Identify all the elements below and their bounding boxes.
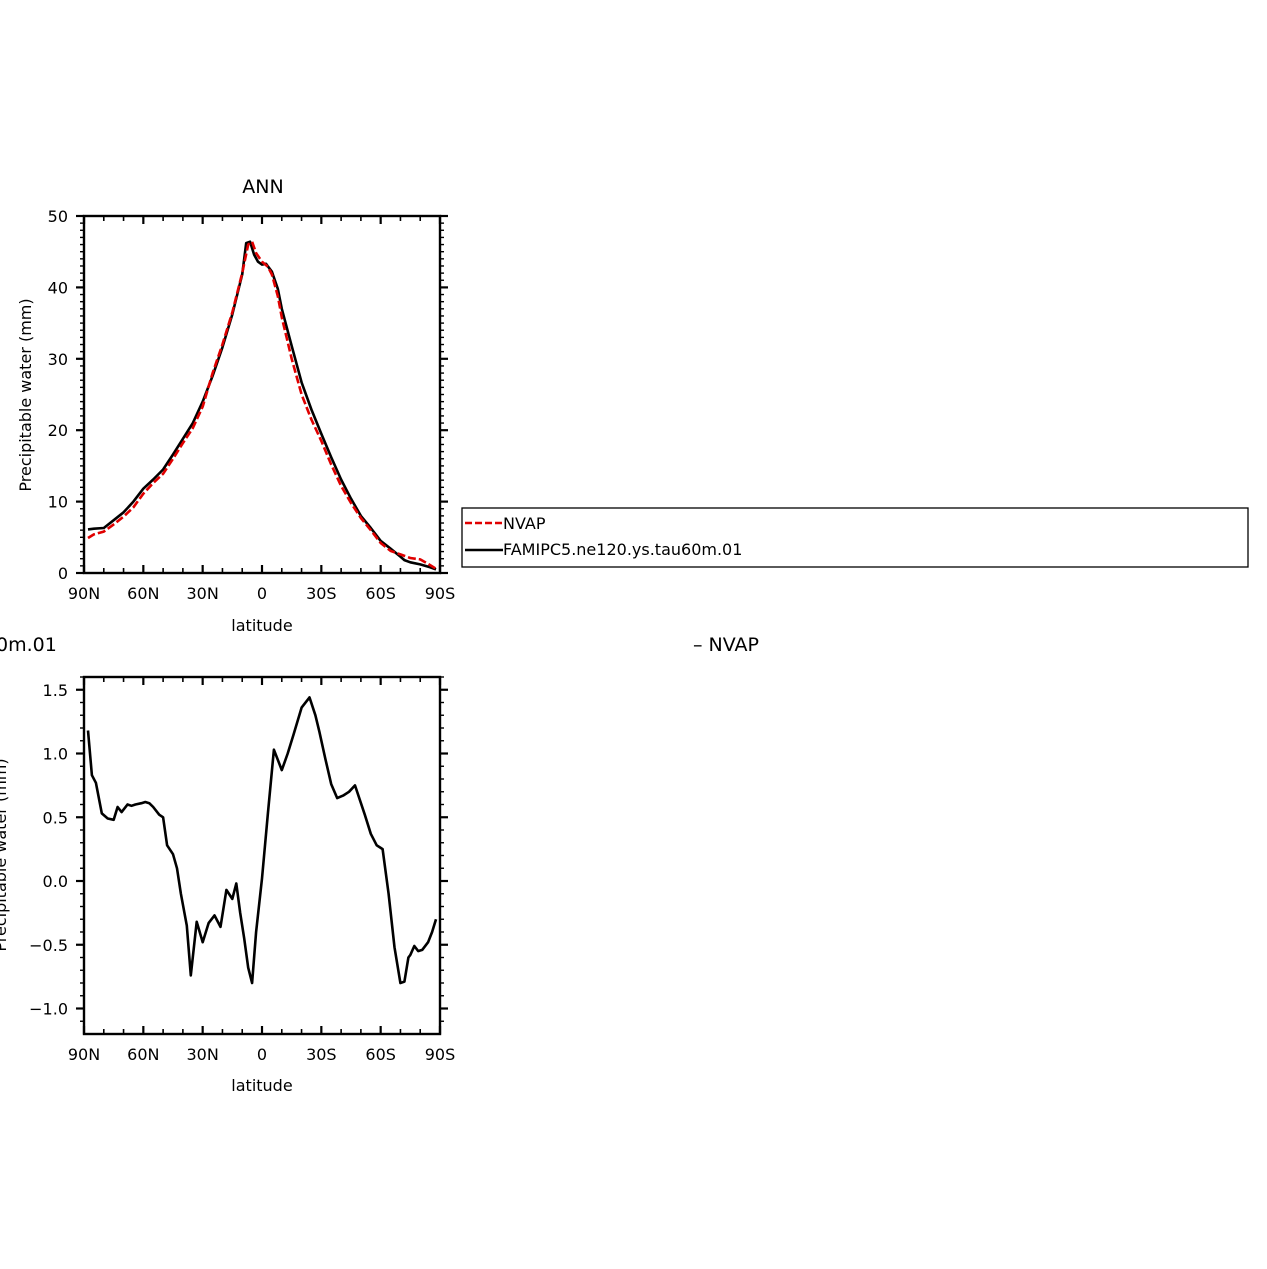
legend-label-famipc5: FAMIPC5.ne120.ys.tau60m.01: [503, 540, 742, 559]
bottom-y-tick-label: 0.5: [43, 808, 68, 827]
bottom-series-line-0: [86, 696, 438, 985]
top-panel: ANN 90N 60N 30N 0 30S 60S 90S 0 10 20 30 40 50 latit…: [16, 176, 455, 635]
bottom-y-tick-label: 1.0: [43, 745, 68, 764]
top-chart-title: ANN: [242, 176, 283, 198]
bottom-y-tick-label: 0.0: [43, 872, 68, 891]
bottom-y-tick-label: −1.0: [29, 1000, 68, 1019]
bottom-x-axis-label: latitude: [231, 1076, 292, 1095]
top-y-tick-label: 10: [48, 493, 68, 512]
top-x-axis-label: latitude: [231, 616, 292, 635]
bottom-y-tick-label: −0.5: [29, 936, 68, 955]
top-series-line-0: [87, 240, 437, 570]
top-y-tick-label: 40: [48, 278, 68, 297]
bottom-y-axis-label: Precipitable water (mm): [0, 758, 10, 951]
bottom-panel: 0m.01 – NVAP 90N 60N 30N 0 30S 60S 90S −1.0 −0.5…: [0, 634, 759, 1095]
top-plot-frame: [82, 214, 442, 575]
top-y-tick-label: 20: [48, 421, 68, 440]
bottom-x-tick-label: 90N: [68, 1045, 100, 1064]
bottom-chart-title-left: 0m.01: [0, 634, 57, 656]
top-x-tick-label: 90N: [68, 584, 100, 603]
top-x-tick-label: 0: [257, 584, 267, 603]
bottom-x-tick-label: 30N: [187, 1045, 219, 1064]
bottom-x-tick-label: 0: [257, 1045, 267, 1064]
bottom-plot-frame: [82, 675, 442, 1036]
bottom-y-label-mask-top: [0, 700, 20, 750]
bottom-x-tick-label: 30S: [306, 1045, 337, 1064]
bottom-y-label-mask-bottom: [0, 965, 20, 1025]
top-x-tick-label: 90S: [425, 584, 456, 603]
bottom-x-tick-label: 60N: [127, 1045, 159, 1064]
top-series-line-1: [87, 240, 437, 571]
top-x-tick-label: 60S: [365, 584, 396, 603]
bottom-chart-title-right: – NVAP: [693, 634, 759, 656]
top-x-tick-label: 30S: [306, 584, 337, 603]
bottom-x-tick-label: 60S: [365, 1045, 396, 1064]
bottom-y-tick-label: 1.5: [43, 681, 68, 700]
top-y-tick-label: 0: [58, 564, 68, 583]
legend-box: [461, 507, 1249, 568]
bottom-x-tick-label: 90S: [425, 1045, 456, 1064]
top-y-axis-label: Precipitable water (mm): [16, 298, 35, 491]
top-y-tick-label: 50: [48, 207, 68, 226]
legend-label-nvap: NVAP: [503, 514, 546, 533]
legend: NVAP FAMIPC5.ne120.ys.tau60m.01: [461, 507, 1249, 568]
top-x-tick-label: 30N: [187, 584, 219, 603]
top-x-tick-label: 60N: [127, 584, 159, 603]
top-y-tick-label: 30: [48, 350, 68, 369]
